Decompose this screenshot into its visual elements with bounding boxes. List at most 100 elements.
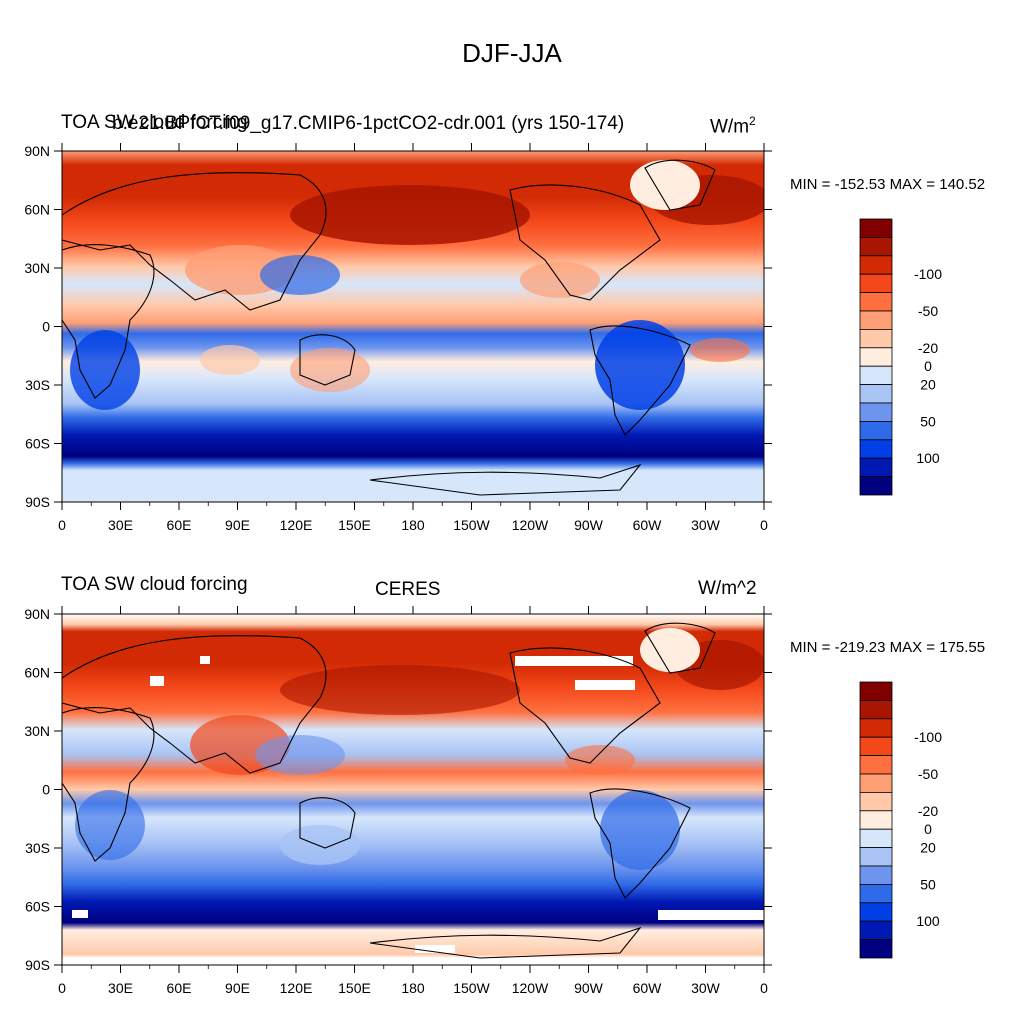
panel2-left-title: TOA SW cloud forcing bbox=[61, 574, 248, 595]
panel2-colorbar-box bbox=[859, 810, 893, 830]
panel1-lon-label: 60E bbox=[167, 517, 192, 533]
panel1-lon-label: 60W bbox=[633, 517, 663, 533]
panel1-lat-label: 90S bbox=[25, 494, 50, 510]
panel2-colorbar-box bbox=[859, 681, 893, 701]
panel1-units-text: W/m bbox=[710, 116, 750, 138]
panel1-colorbar-box bbox=[859, 236, 893, 257]
panel2-lon-label: 120W bbox=[512, 980, 549, 996]
panel1-lon-label: 120W bbox=[512, 517, 549, 533]
panel2-lon-label: 60W bbox=[633, 980, 663, 996]
panel2-lon-label: 180 bbox=[401, 980, 425, 996]
panel2-lon-label: 30E bbox=[108, 980, 133, 996]
panel1-units: W/m2 bbox=[710, 114, 756, 138]
panel2-colorbar-label: -20 bbox=[918, 803, 938, 819]
panel1-colorbar-box bbox=[859, 384, 893, 404]
panel1-lon-label: 150E bbox=[338, 517, 371, 533]
panel2-lon-label: 0 bbox=[58, 980, 66, 996]
panel1-lon-label: 0 bbox=[760, 517, 768, 533]
panel1-colorbar-box bbox=[859, 310, 893, 330]
panel1-colorbar: -100 -50 -20 0 20 50 100 bbox=[859, 218, 942, 496]
panel2-colorbar-labels: -100 -50 -20 0 20 50 100 bbox=[914, 729, 942, 929]
panel2-lat-label: 90N bbox=[24, 606, 50, 622]
panel2-minmax: MIN = -219.23 MAX = 175.55 bbox=[790, 639, 986, 656]
panel2-lon-label: 150E bbox=[338, 980, 371, 996]
panel1-colorbar-label: 20 bbox=[920, 377, 936, 393]
panel2-colorbar-box bbox=[859, 700, 893, 720]
panel1-colorbar-box bbox=[859, 292, 893, 312]
panel1-lat-label: 60N bbox=[24, 202, 50, 218]
panel1-lon-label: 90W bbox=[574, 517, 604, 533]
panel2-units: W/m^2 bbox=[698, 578, 757, 600]
panel1-lat-label: 0 bbox=[42, 319, 50, 335]
panel2-lat-label: 0 bbox=[42, 782, 50, 798]
panel2-colorbar-box bbox=[859, 828, 893, 849]
panel1-colorbar-label: -50 bbox=[918, 303, 938, 319]
panel1-coastlines bbox=[62, 159, 716, 496]
panel2-colorbar-box bbox=[859, 865, 893, 885]
panel2-lat-label: 60S bbox=[25, 899, 50, 915]
panel2-coastlines bbox=[62, 622, 716, 959]
panel1-lon-label: 90E bbox=[225, 517, 250, 533]
panel2-colorbar-box bbox=[859, 773, 893, 793]
panel2-lon-label: 150W bbox=[453, 980, 490, 996]
panel1-colorbar-box bbox=[859, 255, 893, 275]
panel1-axes: 90N 60N 30N 0 30S 60S 90S 0 30E 60E 90E 120E 150E 180… bbox=[24, 143, 772, 533]
panel2-colorbar-box bbox=[859, 847, 893, 867]
panel2-lon-label: 30W bbox=[691, 980, 721, 996]
panel1-colorbar-label: 100 bbox=[916, 450, 940, 466]
panel2-colorbar-label: -50 bbox=[918, 766, 938, 782]
panel2-colorbar-label: 20 bbox=[920, 840, 936, 856]
panel2-missing-data bbox=[72, 656, 764, 953]
figure-title-text: DJF-JJA bbox=[462, 38, 562, 68]
panel1-colorbar-label: 50 bbox=[920, 413, 936, 429]
panel2-lat-label: 30S bbox=[25, 840, 50, 856]
panel1-colorbar-label: -100 bbox=[914, 266, 942, 282]
panel1-colorbar-box bbox=[859, 273, 893, 294]
panel2-lon-label: 90W bbox=[574, 980, 604, 996]
panel1-lon-label: 120E bbox=[280, 517, 313, 533]
panel1-lat-label: 30N bbox=[24, 260, 50, 276]
panel2-colorbar-box bbox=[859, 718, 893, 738]
panel1-colorbar-box bbox=[859, 420, 893, 441]
panel2-colorbar-box bbox=[859, 755, 893, 775]
panel2-lon-label: 60E bbox=[167, 980, 192, 996]
panel1-colorbar-box bbox=[859, 402, 893, 422]
panel1-colorbar-boxes bbox=[859, 218, 893, 496]
figure-title: DJF-JJA bbox=[0, 38, 1024, 69]
panel1-lon-label: 180 bbox=[401, 517, 425, 533]
panel2-lat-label: 90S bbox=[25, 957, 50, 973]
panel1-lon-label: 30W bbox=[691, 517, 721, 533]
panel2-colorbar-label: 100 bbox=[916, 913, 940, 929]
panel2-colorbar-box bbox=[859, 902, 893, 922]
panel2-lon-label: 120E bbox=[280, 980, 313, 996]
panel2-lat-label: 30N bbox=[24, 723, 50, 739]
panel2-lat-label: 60N bbox=[24, 665, 50, 681]
panel1-units-sup: 2 bbox=[749, 114, 756, 128]
panel2-lon-label: 90E bbox=[225, 980, 250, 996]
panel1-center-title: b.e21.BPfCT.f09_g17.CMIP6-1pctCO2-cdr.00… bbox=[112, 113, 625, 134]
panel1-minmax: MIN = -152.53 MAX = 140.52 bbox=[790, 176, 986, 193]
panel2-colorbar-box bbox=[859, 939, 893, 959]
panel2-colorbar-label: 50 bbox=[920, 876, 936, 892]
panel2-colorbar-box bbox=[859, 792, 893, 812]
panel1-lon-label: 30E bbox=[108, 517, 133, 533]
panel1-colorbar-label: 0 bbox=[924, 358, 932, 374]
panel1-lon-label: 0 bbox=[58, 517, 66, 533]
panel1-left-title: TOA SW cloud forcing bbox=[61, 112, 248, 133]
panel1-colorbar-box bbox=[859, 328, 893, 349]
panel1-lat-label: 60S bbox=[25, 436, 50, 452]
panel2-colorbar: -100 -50 -20 0 20 50 100 bbox=[859, 681, 942, 959]
panel1-colorbar-box bbox=[859, 476, 893, 496]
panel1-lat-label: 90N bbox=[24, 143, 50, 159]
panel1-lon-label: 150W bbox=[453, 517, 490, 533]
panel1-colorbar-box bbox=[859, 347, 893, 367]
panel2-map: 90N 60N 30N 0 30S 60S 90S 0 30E 60E 90E 120E 150E 180… bbox=[24, 606, 772, 996]
panel1-colorbar-label: -20 bbox=[918, 340, 938, 356]
panel1-map: 90N 60N 30N 0 30S 60S 90S 0 30E 60E 90E 120E 150E 180… bbox=[24, 143, 772, 533]
panel1-lat-label: 30S bbox=[25, 377, 50, 393]
panel2-colorbar-box bbox=[859, 736, 893, 757]
panel2-colorbar-boxes bbox=[859, 681, 893, 959]
panel2-colorbar-label: 0 bbox=[924, 821, 932, 837]
panel2-center-title: CERES bbox=[375, 579, 441, 600]
panel2-colorbar-label: -100 bbox=[914, 729, 942, 745]
